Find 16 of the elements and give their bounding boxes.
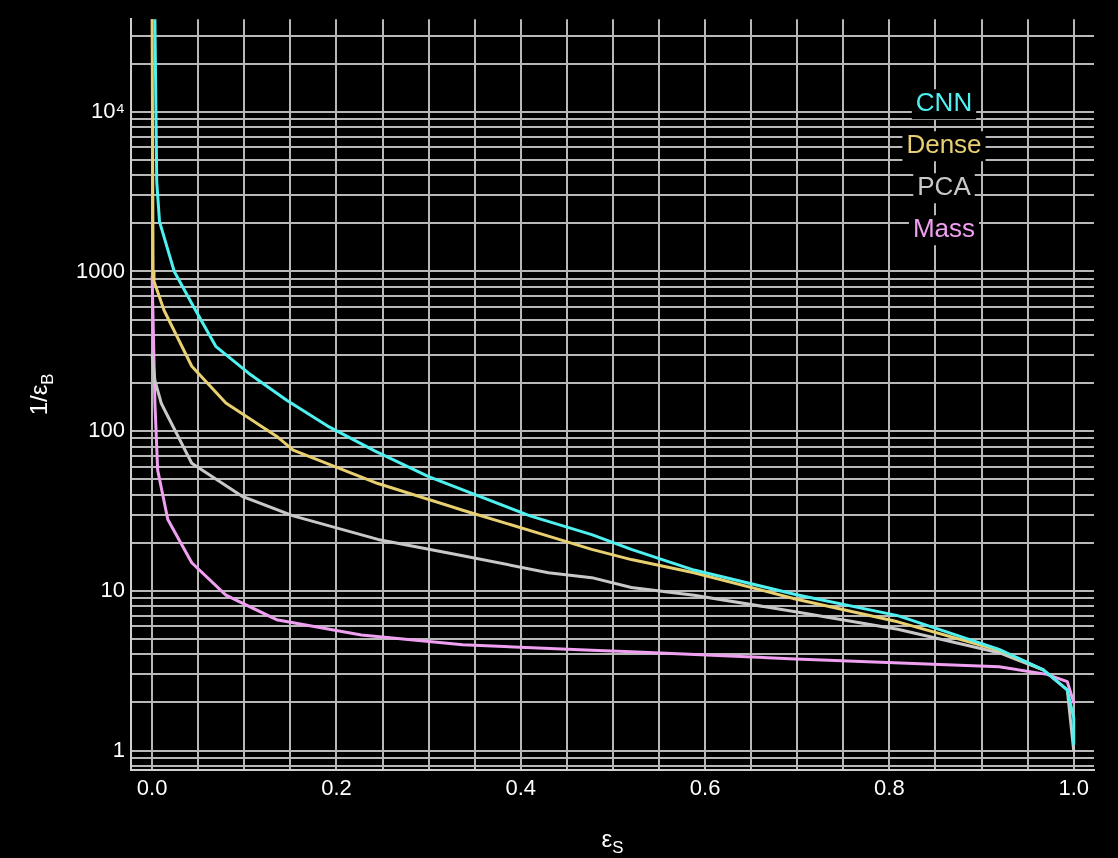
y-tick-label: 100: [88, 417, 125, 443]
x-tick-label: 0.0: [136, 774, 168, 800]
text: Mass: [912, 213, 976, 244]
y-tick-label: 10: [100, 576, 125, 602]
x-tick-label: 0.8: [874, 774, 905, 800]
x-tick-label: 0.6: [689, 774, 721, 800]
x-tick-label: 0.2: [321, 774, 352, 800]
y-tick-label: 1: [112, 736, 125, 762]
y-tick-label: 1000: [75, 257, 125, 283]
x-tick-label: 1.0: [1058, 774, 1090, 800]
x-tick-label: 0.4: [505, 774, 537, 800]
text: Dense: [906, 129, 982, 160]
y-axis-title: 1/εB: [24, 373, 58, 416]
text: CNN: [915, 87, 973, 118]
y-tick-label: 10⁴: [91, 97, 125, 123]
text: PCA: [917, 171, 972, 202]
